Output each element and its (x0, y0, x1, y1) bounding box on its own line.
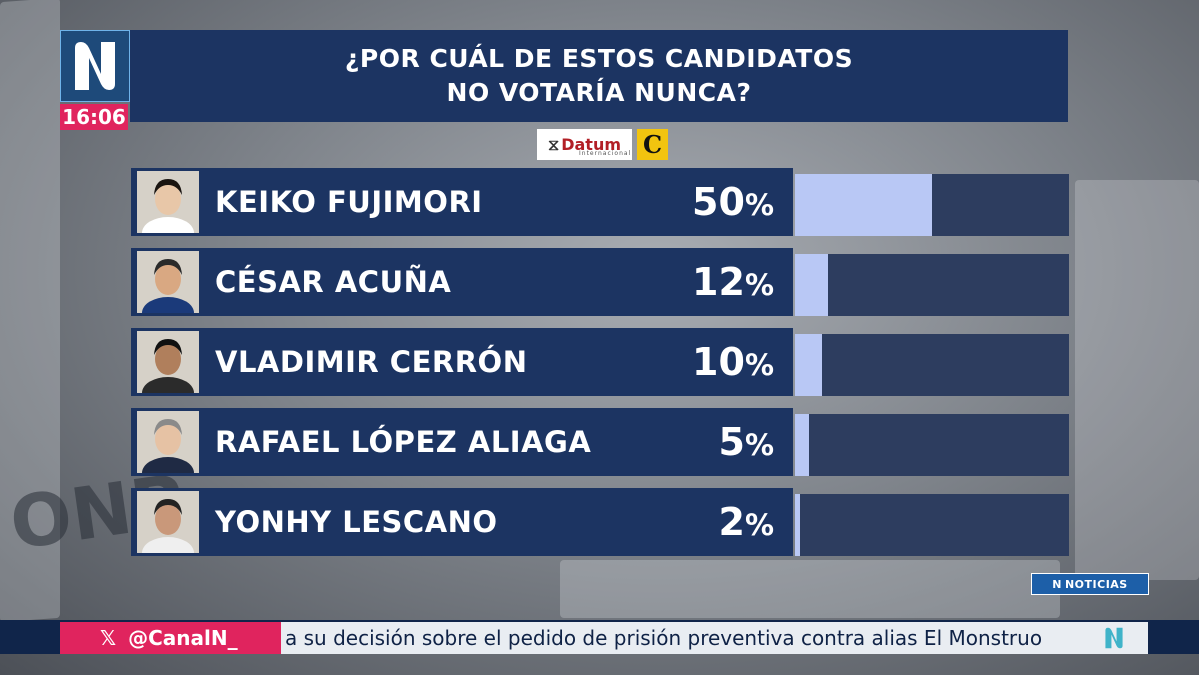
row-name-background (131, 488, 656, 556)
ticker-channel-logo (1100, 624, 1128, 652)
ticker-n-icon (1105, 627, 1123, 649)
bar (795, 494, 800, 556)
title-line-1: ¿POR CUÁL DE ESTOS CANDIDATOS (344, 44, 854, 73)
candidate-photo (137, 171, 199, 233)
datum-logo: ⧖ Datum Internacional (537, 129, 632, 160)
candidate-percentage: 5% (656, 408, 774, 476)
title-line-2: NO VOTARÍA NUNCA? (446, 78, 752, 107)
percentage-unit: % (744, 348, 774, 382)
noticias-badge-text: NOTICIAS (1064, 577, 1128, 591)
social-handle-text: @CanalN_ (128, 626, 238, 650)
row-name-background (131, 248, 656, 316)
percentage-number: 50 (692, 180, 745, 224)
row-name-background (131, 168, 656, 236)
background-paper-bottom (560, 560, 1060, 618)
noticias-badge: N NOTICIAS (1031, 573, 1149, 595)
chart-title: ¿POR CUÁL DE ESTOS CANDIDATOS NO VOTARÍA… (130, 30, 1068, 122)
bar (795, 334, 822, 396)
candidate-photo (137, 331, 199, 393)
bar (795, 174, 932, 236)
row-value-background (656, 168, 793, 236)
row-value-background (656, 328, 793, 396)
el-comercio-logo: C (637, 129, 668, 160)
candidate-name: RAFAEL LÓPEZ ALIAGA (215, 425, 592, 459)
row-value-background (656, 488, 793, 556)
chart-row: CÉSAR ACUÑA 12% (131, 248, 1069, 316)
chart-row: VLADIMIR CERRÓN 10% (131, 328, 1069, 396)
percentage-unit: % (744, 508, 774, 542)
percentage-unit: % (744, 428, 774, 462)
bar (795, 414, 809, 476)
percentage-number: 10 (692, 340, 745, 384)
channel-n-icon (75, 42, 115, 90)
candidate-photo (137, 251, 199, 313)
row-value-background (656, 408, 793, 476)
noticias-n-icon: N (1052, 577, 1062, 591)
candidate-photo (137, 411, 199, 473)
percentage-unit: % (744, 188, 774, 222)
percentage-unit: % (744, 268, 774, 302)
candidate-name: CÉSAR ACUÑA (215, 265, 452, 299)
bar-chart: KEIKO FUJIMORI 50% CÉSAR ACUÑA 12% VLADIMIR … (131, 168, 1069, 560)
bar (795, 254, 828, 316)
x-twitter-icon: 𝕏 (100, 626, 117, 650)
bar-track (795, 414, 1069, 476)
row-name-background (131, 328, 656, 396)
candidate-percentage: 2% (656, 488, 774, 556)
bar-track (795, 494, 1069, 556)
datum-logo-text: Datum (561, 135, 622, 154)
chart-row: KEIKO FUJIMORI 50% (131, 168, 1069, 236)
percentage-number: 2 (718, 500, 745, 544)
candidate-photo (137, 491, 199, 553)
percentage-number: 12 (692, 260, 745, 304)
candidate-percentage: 12% (656, 248, 774, 316)
datum-dna-icon: ⧖ (547, 134, 560, 154)
percentage-number: 5 (718, 420, 745, 464)
bar-track (795, 254, 1069, 316)
ticker-headline: a su decisión sobre el pedido de prisión… (285, 626, 1043, 650)
candidate-name: VLADIMIR CERRÓN (215, 345, 528, 379)
candidate-percentage: 10% (656, 328, 774, 396)
datum-logo-subtext: Internacional (579, 150, 632, 157)
background-paper-right (1075, 180, 1199, 580)
chart-row: RAFAEL LÓPEZ ALIAGA 5% (131, 408, 1069, 476)
candidate-percentage: 50% (656, 168, 774, 236)
social-handle: 𝕏 @CanalN_ (60, 622, 281, 654)
row-name-background (131, 408, 656, 476)
chart-row: YONHY LESCANO 2% (131, 488, 1069, 556)
bar-track (795, 334, 1069, 396)
candidate-name: KEIKO FUJIMORI (215, 185, 483, 219)
channel-logo (60, 30, 130, 102)
candidate-name: YONHY LESCANO (215, 505, 498, 539)
clock: 16:06 (60, 104, 128, 130)
row-value-background (656, 248, 793, 316)
